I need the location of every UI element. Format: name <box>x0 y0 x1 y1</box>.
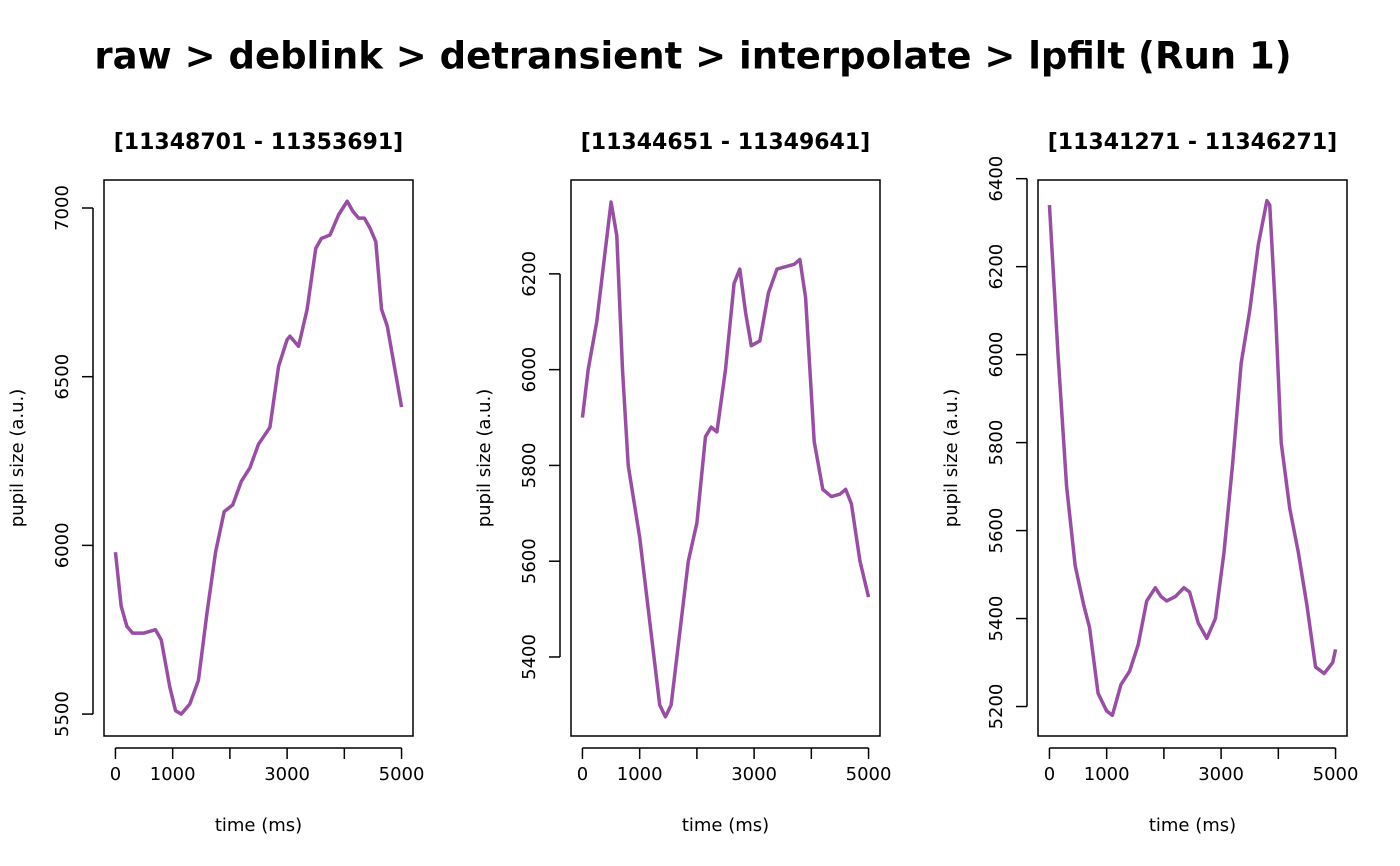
y-tick-label: 5600 <box>519 538 540 584</box>
x-tick-label: 0 <box>577 764 588 785</box>
x-tick-label: 0 <box>1044 764 1055 785</box>
y-tick-label: 6200 <box>986 244 1007 290</box>
x-tick-label: 5000 <box>1313 764 1359 785</box>
y-tick-label: 5400 <box>986 596 1007 642</box>
data-line <box>113 199 404 716</box>
plot-box <box>570 179 881 737</box>
y-tick-label: 7000 <box>52 185 73 231</box>
x-tick-label: 3000 <box>1198 764 1244 785</box>
panel-title: [11344651 - 11349641] <box>581 130 870 155</box>
y-tick-label: 6000 <box>519 347 540 393</box>
x-axis-label: time (ms) <box>682 815 769 836</box>
x-tick-label: 1000 <box>1084 764 1130 785</box>
x-axis-label: time (ms) <box>1149 815 1236 836</box>
y-axis-label: pupil size (a.u.) <box>941 389 962 528</box>
y-tick-label: 6000 <box>52 522 73 568</box>
data-line <box>580 200 871 719</box>
x-tick-label: 5000 <box>846 764 892 785</box>
y-axis-label: pupil size (a.u.) <box>7 389 28 528</box>
plot-box <box>103 179 414 737</box>
x-tick-label: 3000 <box>264 764 310 785</box>
x-tick-label: 3000 <box>731 764 777 785</box>
x-tick-label: 5000 <box>379 764 425 785</box>
y-tick-label: 6200 <box>519 251 540 297</box>
data-line <box>1047 198 1338 718</box>
y-tick-label: 5800 <box>986 420 1007 466</box>
figure-title: raw > deblink > detransient > interpolat… <box>94 35 1291 78</box>
x-tick-label: 0 <box>110 764 121 785</box>
x-tick-label: 1000 <box>150 764 196 785</box>
y-tick-label: 5400 <box>519 634 540 680</box>
y-tick-label: 6500 <box>52 354 73 400</box>
y-tick-label: 5600 <box>986 508 1007 554</box>
y-tick-label: 5800 <box>519 443 540 489</box>
x-axis-label: time (ms) <box>215 815 302 836</box>
y-tick-label: 5500 <box>52 691 73 737</box>
plot-box <box>1037 179 1348 737</box>
x-tick-label: 1000 <box>617 764 663 785</box>
y-tick-label: 5200 <box>986 684 1007 730</box>
panel-title: [11348701 - 11353691] <box>114 130 403 155</box>
y-tick-label: 6000 <box>986 332 1007 378</box>
y-axis-label: pupil size (a.u.) <box>474 389 495 528</box>
panel-title: [11341271 - 11346271] <box>1048 130 1337 155</box>
y-tick-label: 6400 <box>986 156 1007 202</box>
